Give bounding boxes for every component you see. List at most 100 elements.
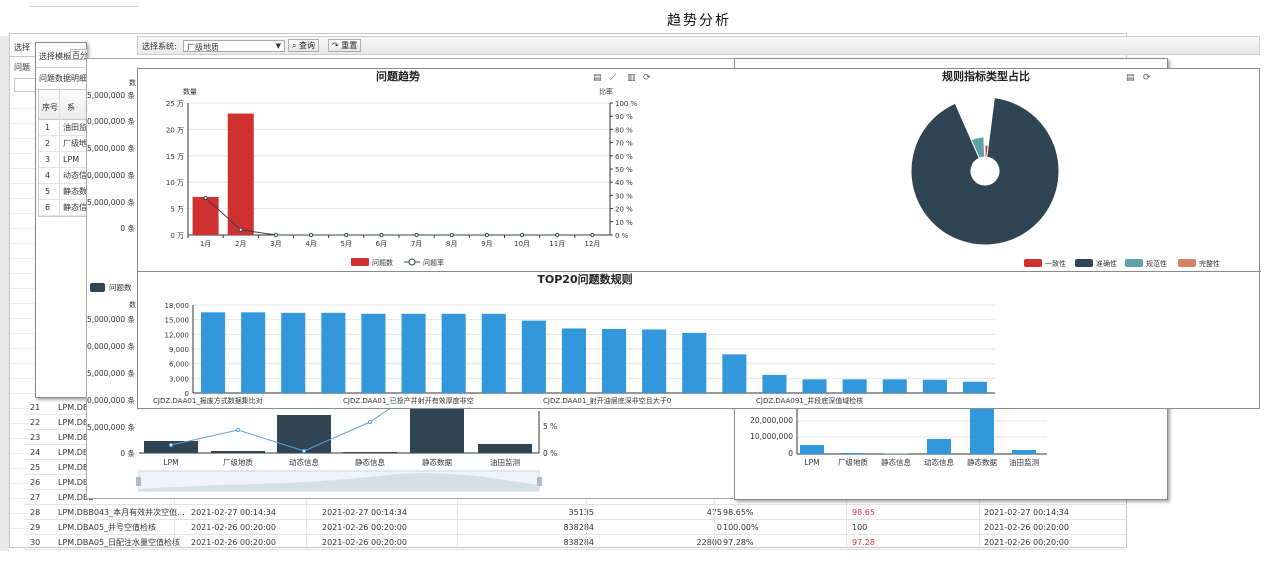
- row-rate: 100.00%: [723, 523, 759, 532]
- reset-icon: ↷: [332, 41, 339, 50]
- trend-rate-point: [238, 227, 243, 232]
- trend-rate-point: [273, 232, 279, 238]
- template-table: 序号 系 1 油田监 2 厂级地 3 LPM 4 动态信 5 静态数 6 静态信: [38, 89, 89, 218]
- br-x-tick-label: 厂级地质: [838, 457, 868, 467]
- pie-data-view-icon[interactable]: ▤: [1126, 73, 1135, 83]
- template-row[interactable]: 5 静态数: [39, 184, 89, 200]
- template-row-num: 3: [45, 155, 51, 164]
- top20-bar: [441, 313, 466, 393]
- row-num: 25: [30, 463, 41, 472]
- trend-y-tick-label: 10 万: [166, 179, 184, 187]
- trend-y2-tick-label: 10 %: [615, 219, 633, 227]
- template-row[interactable]: 3 LPM: [39, 152, 89, 168]
- top20-bar: [722, 354, 747, 393]
- row-score: 98.65: [852, 508, 875, 517]
- table-row[interactable]: 29 LPM.DBA05_井号空值检核 2021-02-26 00:20:00 202…: [24, 520, 1126, 535]
- br-x-tick-label: 静态数据: [967, 457, 997, 467]
- table-row[interactable]: 30 LPM.DBA05_日配注水量空值检核 2021-02-26 00:20:00…: [24, 535, 1126, 550]
- row-rule-name: LPM.DBE: [58, 478, 94, 487]
- trend-y2-tick-label: 90 %: [615, 113, 633, 121]
- row-time-3: 2021-02-27 00:14:34: [984, 508, 1069, 517]
- left-gray-strip: [0, 36, 9, 551]
- trend-x-tick-label: 3月: [270, 240, 281, 248]
- trend-legend-line-marker: [408, 258, 416, 266]
- bl-y-tick-label-2: 10,000,000 条: [87, 341, 135, 351]
- pie-legend-swatch: [1178, 259, 1196, 267]
- pie-slice: [970, 136, 986, 159]
- trend-legend-line-label: 问题率: [423, 258, 444, 267]
- br-bar: [927, 439, 951, 454]
- reset-button[interactable]: ↷ 重置: [328, 39, 362, 52]
- trend-x-tick-label: 2月: [235, 240, 246, 248]
- bl-y-tick-label-3: 0 条: [120, 448, 135, 458]
- br-x-tick-label: 油田监测: [1009, 457, 1039, 467]
- bl-bar: [211, 451, 265, 453]
- bl-y-title-2: 数: [129, 300, 136, 309]
- top20-y-tick-label: 12,000: [165, 331, 190, 339]
- top20-bar: [682, 332, 707, 393]
- pie-legend-label: 准确性: [1096, 259, 1117, 268]
- trend-rate-point: [308, 232, 314, 238]
- top20-bar: [762, 374, 787, 393]
- trend-x-tick-label: 4月: [305, 240, 316, 248]
- trend-rate-point: [203, 195, 208, 201]
- row-num: 22: [30, 418, 41, 427]
- behind-left-chart: 数 25,000,000 条 20,000,000 条 15,000,000 条 10,…: [82, 78, 557, 492]
- top20-y-tick-label: 18,000: [165, 302, 190, 310]
- top20-y-tick-label: 0: [185, 390, 189, 398]
- line-chart-icon[interactable]: ⟋: [610, 73, 617, 83]
- pie-legend-swatch: [1024, 259, 1042, 267]
- bl-x-tick-label: 厂级地质: [223, 457, 253, 467]
- trend-x-tick-label: 8月: [446, 240, 457, 248]
- template-select[interactable]: 百分: [70, 49, 88, 60]
- row-total: 838284: [563, 523, 594, 532]
- system-select[interactable]: 厂级地质 ▼: [183, 40, 285, 52]
- row-rule-name: LPM.DBE: [58, 448, 94, 457]
- template-row-sys: 厂级地: [63, 139, 87, 148]
- row-time-1: 2021-02-26 00:20:00: [191, 523, 276, 532]
- bl-y-tick-label-3: 5,000,000 条: [87, 422, 135, 432]
- template-row-num: 2: [45, 139, 51, 148]
- row-total: 838284: [563, 538, 594, 547]
- bl-y-tick-label-2: 5,000,000 条: [87, 368, 135, 378]
- title-underline: [30, 6, 138, 7]
- trend-y2-tick-label: 50 %: [615, 166, 633, 174]
- bar-chart-icon[interactable]: ▥: [627, 73, 636, 83]
- bl-y-tick-label: 15,000,000 条: [87, 143, 135, 153]
- br-x-tick-label: 静态信息: [881, 457, 911, 467]
- row-time-2: 2021-02-26 00:20:00: [322, 523, 407, 532]
- refresh-icon[interactable]: ⟳: [643, 73, 651, 83]
- bl-bar: [410, 405, 464, 453]
- bl-x-tick-label: 动态信息: [289, 457, 319, 467]
- top20-bar: [321, 312, 346, 393]
- trend-bar: [192, 196, 219, 235]
- query-button[interactable]: ⌕ 查询: [288, 39, 320, 52]
- template-subtitle: 问题数据明细: [39, 74, 87, 83]
- trend-y2-tick-label: 100 %: [615, 100, 638, 108]
- template-row[interactable]: 6 静态信: [39, 200, 89, 216]
- table-row[interactable]: 28 LPM.DBB043_本月有效井次空值... 2021-02-27 00:14…: [24, 505, 1126, 520]
- template-row[interactable]: 2 厂级地: [39, 136, 89, 152]
- bl-y2-tick-label: 0 %: [543, 449, 557, 458]
- trend-x-tick-label: 5月: [341, 240, 352, 248]
- back-tab-select[interactable]: 选择: [14, 43, 30, 52]
- top20-bar: [842, 379, 867, 393]
- br-x-tick-label: LPM: [804, 458, 819, 467]
- br-bar: [800, 445, 824, 454]
- reset-button-label: 重置: [341, 41, 358, 50]
- template-row[interactable]: 1 油田监: [39, 120, 89, 136]
- trend-rate-line: [205, 197, 593, 236]
- template-row[interactable]: 4 动态信: [39, 168, 89, 184]
- trend-y2-tick-label: 40 %: [615, 179, 633, 187]
- data-view-icon[interactable]: ▤: [593, 73, 602, 83]
- template-panel: 选择模板: 百分 问题数据明细 序号 系 1 油田监 2 厂级地 3 LPM 4 动态信 5 静态…: [35, 42, 89, 398]
- bl-legend-swatch: [90, 283, 105, 292]
- top20-chart: TOP20问题数规则 18,000 15,000 12,000 9,000 6,000 3,…: [153, 272, 995, 405]
- row-rule-name: LPM.DBE: [58, 463, 94, 472]
- row-error-count: 0: [716, 523, 722, 532]
- back-tab-problem[interactable]: 问题: [14, 63, 30, 72]
- trend-bar: [227, 113, 254, 235]
- trend-x-tick-label: 6月: [376, 240, 387, 248]
- pie-refresh-icon[interactable]: ⟳: [1143, 73, 1151, 83]
- template-select-value: 百分: [72, 51, 88, 60]
